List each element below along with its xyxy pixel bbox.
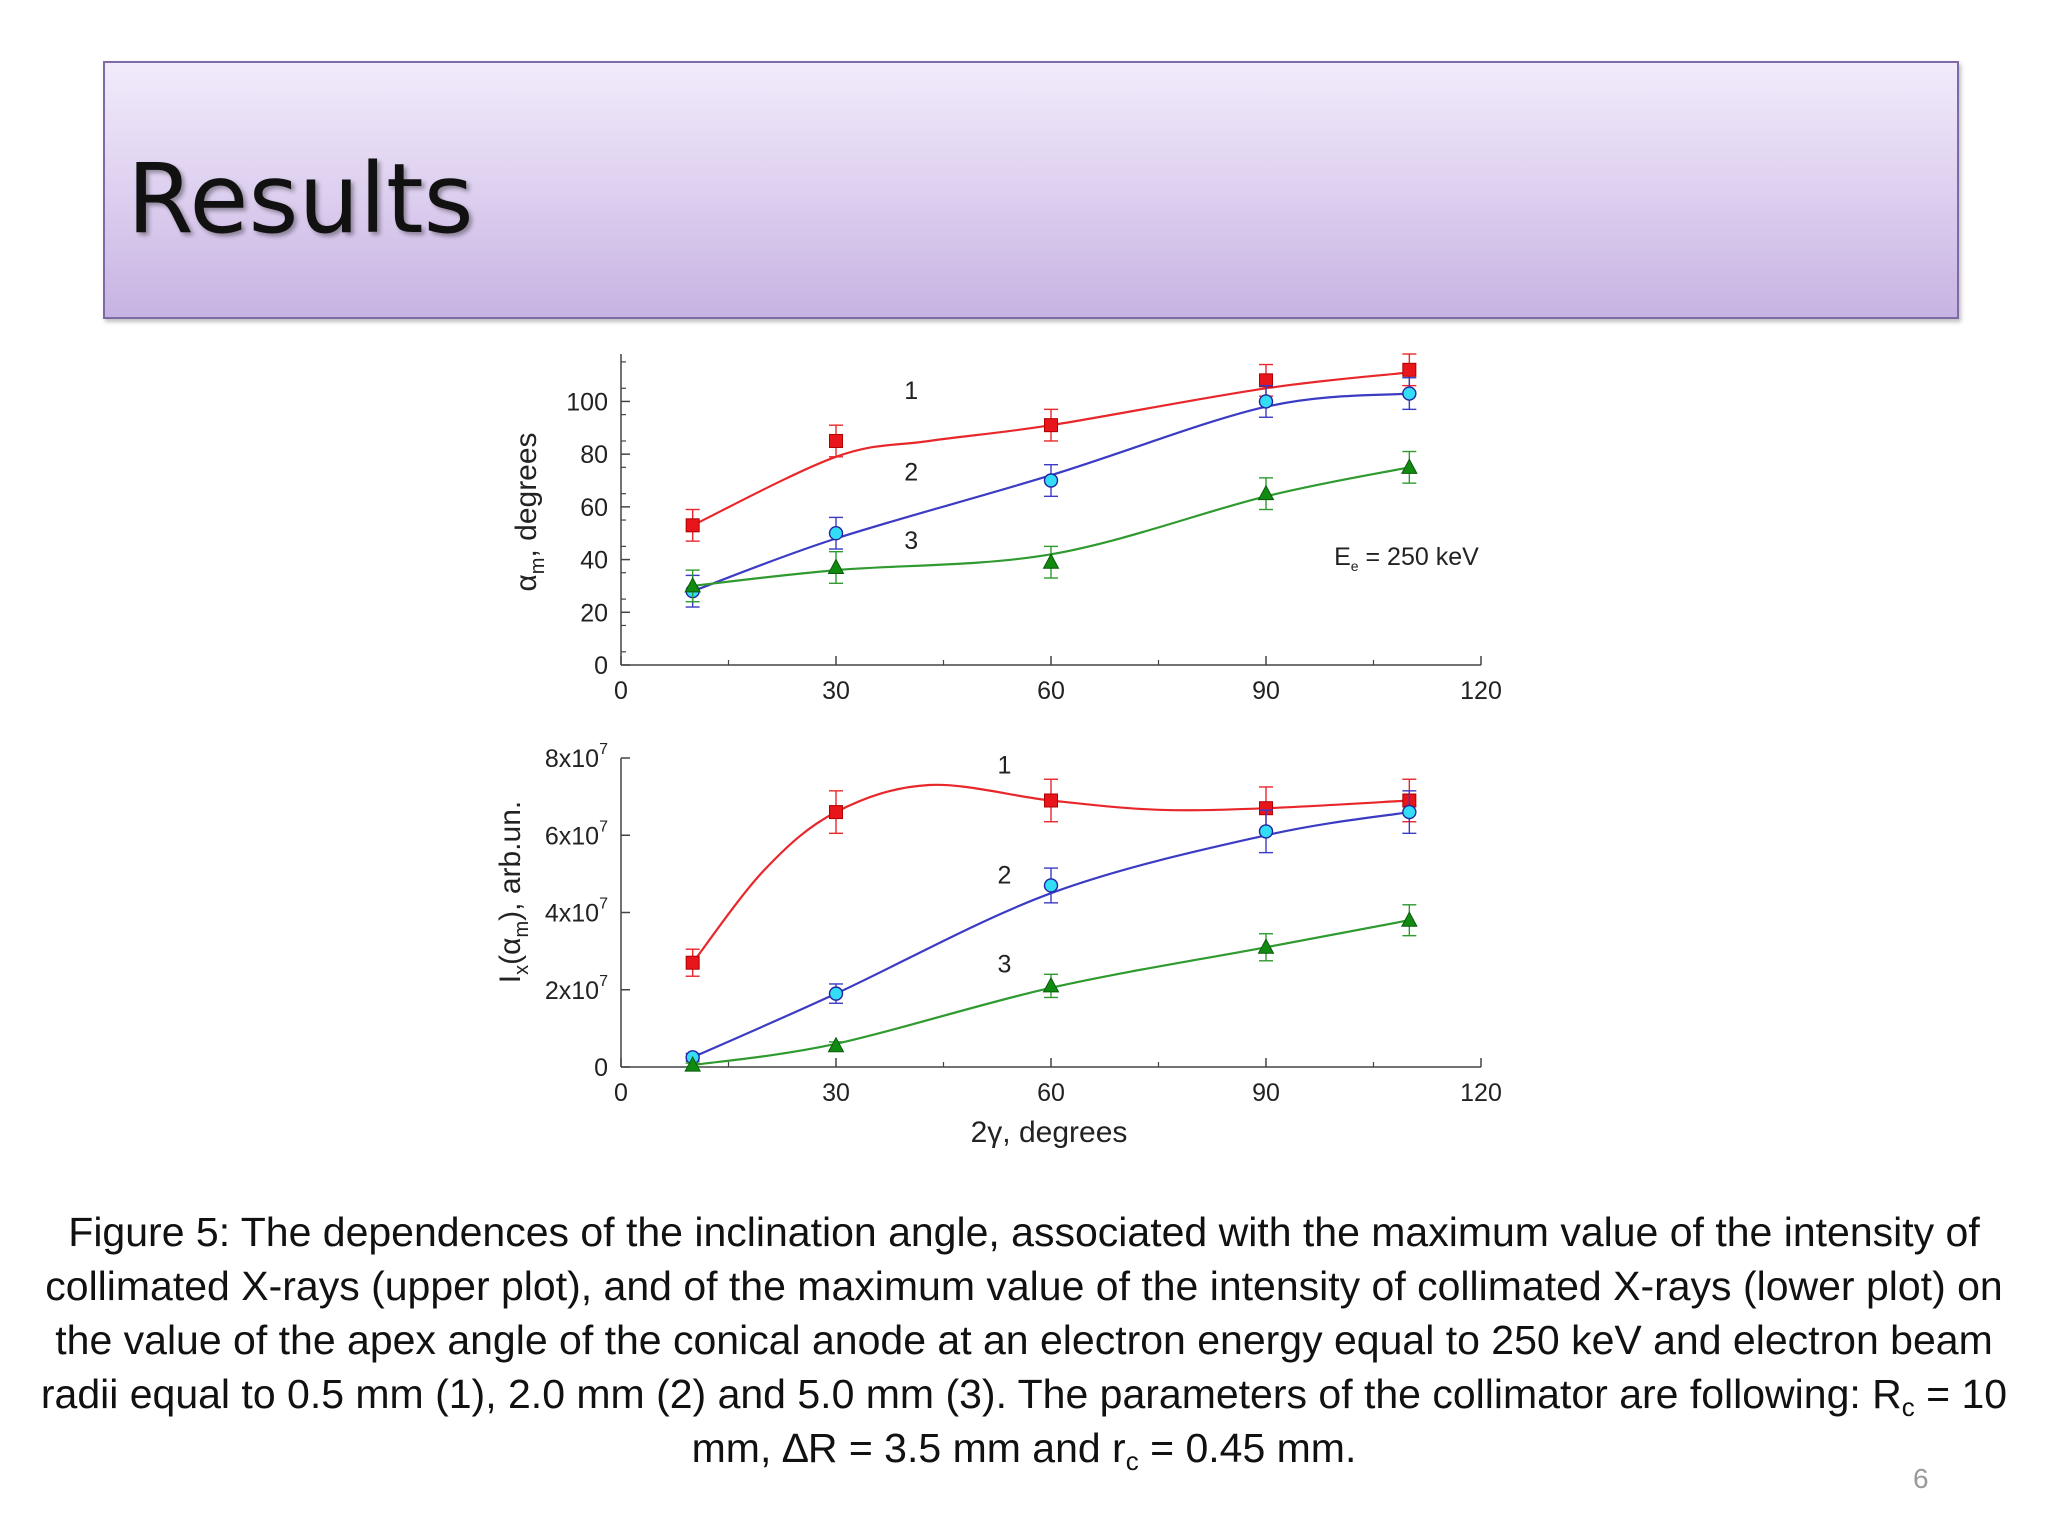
- upper-marker-1: [1044, 418, 1058, 433]
- upper-marker-2: [828, 526, 844, 541]
- caption-sub-1: c: [1901, 1392, 1915, 1422]
- figure-caption: Figure 5: The dependences of the inclina…: [30, 1205, 2018, 1475]
- lower-marker-2: [828, 986, 844, 1001]
- upper-y-tick-label: 80: [580, 441, 608, 469]
- lower-marker-1: [685, 955, 700, 970]
- lower-marker-2: [1043, 878, 1059, 893]
- upper-marker-1: [1402, 362, 1417, 377]
- upper-marker-1: [685, 518, 700, 533]
- lower-marker-2: [1258, 824, 1274, 839]
- title-box: Results: [103, 61, 1959, 319]
- caption-text-4: = 0.45 mm.: [1138, 1425, 1357, 1471]
- slide-title: Results: [127, 143, 474, 255]
- upper-curve-label: 3: [904, 527, 918, 555]
- lower-y-axis-label: Ix(αm), arb.un.: [494, 801, 533, 983]
- lower-marker-2: [1402, 804, 1417, 820]
- upper-marker-2: [1043, 473, 1059, 488]
- upper-curve-label: 2: [904, 459, 918, 487]
- upper-y-axis-label: αm, degrees: [510, 432, 549, 591]
- upper-marker-3: [1400, 458, 1418, 474]
- lower-x-tick-label: 120: [1460, 1079, 1502, 1107]
- lower-marker-1: [829, 805, 843, 820]
- lower-curve-2: [692, 811, 1410, 1059]
- caption-text-2: = 10 mm,: [691, 1371, 2008, 1471]
- lower-y-tick-label: 2x107: [545, 973, 608, 1005]
- caption-sub-2: c: [1125, 1446, 1139, 1476]
- lower-x-axis-label: 2γ, degrees: [971, 1116, 1128, 1149]
- upper-plot: 0 30 60 90 120 0 20 40 60 80 100 1 2 3 Ee = 250 keV αm,…: [510, 353, 1502, 705]
- lower-marker-1: [1044, 793, 1058, 808]
- lower-marker-3: [827, 1036, 845, 1053]
- upper-curve-1: [692, 371, 1410, 527]
- upper-x-tick-label: 0: [614, 677, 628, 705]
- upper-y-tick-label: 100: [566, 388, 608, 416]
- upper-y-tick-label: 60: [580, 494, 608, 522]
- upper-marker-2: [1402, 386, 1417, 401]
- delta-symbol: ∆: [782, 1425, 808, 1471]
- upper-marker-1: [1259, 373, 1273, 388]
- lower-curve-label: 1: [997, 751, 1011, 779]
- lower-y-tick-label: 8x107: [545, 741, 608, 773]
- caption-text-1: Figure 5: The dependences of the inclina…: [40, 1209, 2003, 1417]
- lower-marker-3: [1400, 911, 1418, 927]
- lower-plot: 0 30 60 90 120 0 2x107 4x107 6x107 8x107 1 2 3 2γ, de…: [494, 741, 1502, 1149]
- upper-marker-3: [1042, 553, 1060, 569]
- upper-x-tick-label: 90: [1252, 677, 1280, 705]
- slide-number: 6: [1913, 1463, 1929, 1494]
- lower-x-tick-label: 60: [1037, 1079, 1065, 1107]
- upper-marker-3: [827, 558, 845, 574]
- upper-marker-3: [1257, 484, 1275, 501]
- upper-x-tick-label: 60: [1037, 677, 1065, 705]
- lower-marker-3: [684, 1056, 702, 1072]
- lower-x-tick-label: 90: [1252, 1079, 1280, 1107]
- lower-y-tick-label: 0: [594, 1054, 608, 1082]
- upper-curve-label: 1: [904, 377, 918, 405]
- upper-x-tick-label: 120: [1460, 677, 1502, 705]
- upper-marker-2: [1258, 394, 1274, 409]
- energy-annotation: Ee = 250 keV: [1334, 543, 1479, 574]
- upper-marker-3: [684, 576, 702, 593]
- lower-marker-3: [1042, 976, 1060, 993]
- lower-curve-label: 2: [997, 862, 1011, 890]
- upper-marker-1: [829, 433, 843, 448]
- lower-y-tick-label: 4x107: [545, 896, 608, 928]
- upper-x-tick-label: 30: [822, 677, 850, 705]
- lower-curve-label: 3: [997, 950, 1011, 978]
- upper-y-tick-label: 0: [594, 652, 608, 680]
- lower-x-tick-label: 30: [822, 1079, 850, 1107]
- lower-y-tick-label: 6x107: [545, 818, 608, 850]
- upper-y-tick-label: 40: [580, 547, 608, 575]
- lower-x-tick-label: 0: [614, 1079, 628, 1107]
- lower-marker-3: [1257, 938, 1275, 954]
- upper-y-tick-label: 20: [580, 599, 608, 627]
- caption-text-3: R = 3.5 mm and r: [807, 1425, 1126, 1471]
